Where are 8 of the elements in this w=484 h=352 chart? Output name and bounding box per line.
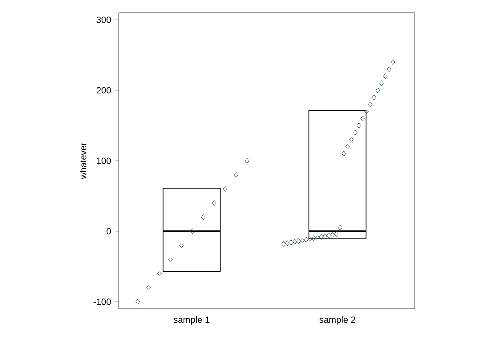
y-tick-label: 100 bbox=[97, 158, 112, 164]
y-tick-label: -100 bbox=[94, 298, 112, 306]
y-tick-label: 200 bbox=[96, 87, 112, 94]
y-tick-label: 300 bbox=[96, 16, 112, 24]
y-axis-title: whatever bbox=[80, 142, 87, 180]
x-tick-label: sample 2 bbox=[320, 316, 356, 325]
y-tick-label: 0 bbox=[106, 228, 112, 235]
x-tick-label: sample 1 bbox=[174, 316, 210, 325]
